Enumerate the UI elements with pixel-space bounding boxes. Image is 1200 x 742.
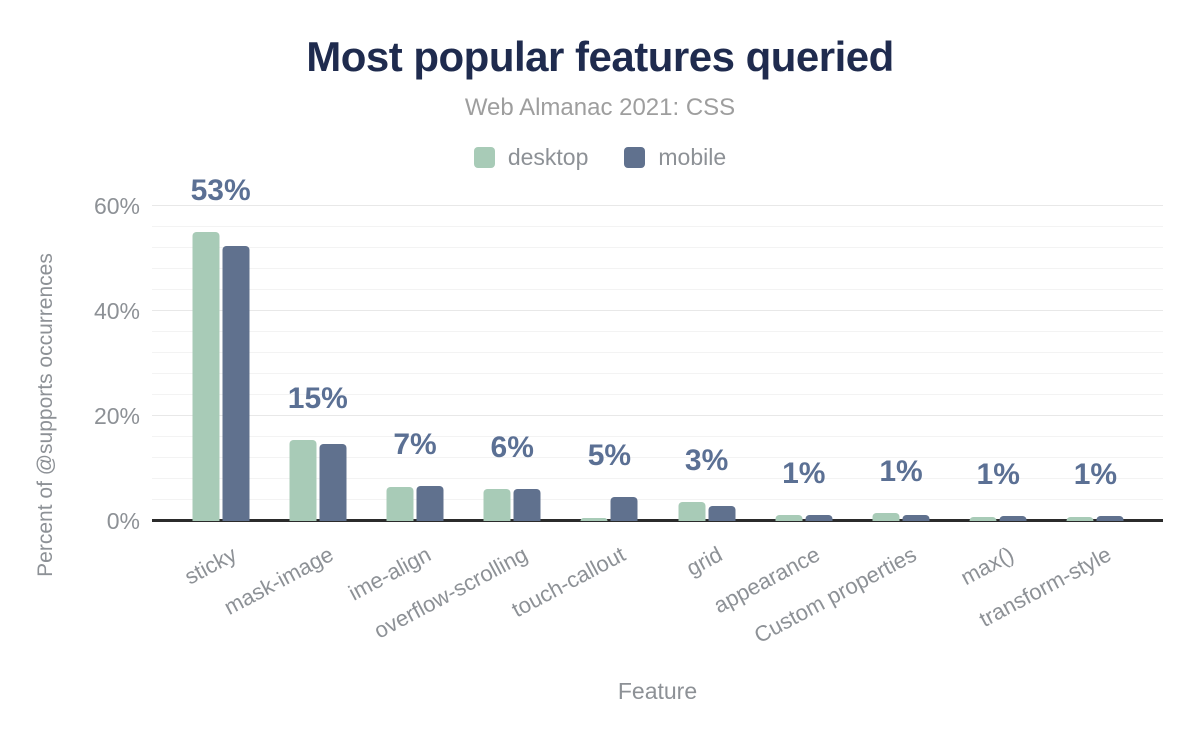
bar-mobile xyxy=(513,489,541,521)
chart-subtitle: Web Almanac 2021: CSS xyxy=(464,94,736,121)
x-tick-label: mask-image xyxy=(219,541,338,620)
bar-mobile xyxy=(902,515,930,521)
bar-mobile xyxy=(319,443,347,521)
bar-value-label: 53% xyxy=(190,174,251,208)
gridline-minor xyxy=(152,373,1163,375)
gridline-major xyxy=(152,310,1163,312)
x-axis-title: Feature xyxy=(617,678,698,704)
bar-value-label: 1% xyxy=(879,455,923,489)
legend-item-mobile: mobile xyxy=(624,144,726,171)
bar-group xyxy=(678,501,736,521)
bar-group xyxy=(483,489,541,521)
gridline-minor xyxy=(152,394,1163,396)
bar-value-label: 5% xyxy=(587,439,632,473)
y-tick-label: 20% xyxy=(93,403,140,430)
bar-desktop xyxy=(1066,516,1094,521)
gridline-major xyxy=(152,415,1163,417)
gridline-minor xyxy=(152,331,1163,333)
bar-group xyxy=(289,439,347,521)
bar-group xyxy=(872,513,930,521)
legend: desktop mobile xyxy=(0,144,1200,171)
bar-group xyxy=(580,497,638,521)
bar-group xyxy=(775,514,833,521)
bar-group xyxy=(1066,516,1124,521)
bar-desktop xyxy=(580,517,608,521)
x-tick-label: Custom properties xyxy=(750,541,921,648)
bar-mobile xyxy=(222,245,250,521)
bar-value-label: 6% xyxy=(490,431,534,464)
bar-desktop xyxy=(969,516,997,521)
x-tick-label: grid xyxy=(682,541,727,581)
mobile-swatch-icon xyxy=(624,147,646,168)
bar-desktop xyxy=(386,486,414,521)
bar-group xyxy=(192,232,250,521)
gridline-minor xyxy=(152,436,1163,438)
bar-mobile xyxy=(999,516,1027,521)
gridline-minor xyxy=(152,478,1163,480)
bar-value-label: 1% xyxy=(976,458,1020,492)
gridline-minor xyxy=(152,289,1163,291)
bar-group xyxy=(969,516,1027,521)
legend-item-desktop: desktop xyxy=(473,144,589,171)
bar-mobile xyxy=(708,505,736,521)
bar-desktop xyxy=(775,514,803,521)
plot-area: 53% 15% 7% 6% 5% 3% 1% 1% 1% 1% xyxy=(152,174,1163,522)
bar-group xyxy=(386,486,444,521)
bar-desktop xyxy=(678,501,706,521)
desktop-swatch-icon xyxy=(473,147,495,168)
gridline-minor xyxy=(152,247,1163,249)
bar-value-label: 3% xyxy=(684,443,729,477)
bar-value-label: 1% xyxy=(1073,458,1118,492)
gridline-minor xyxy=(152,457,1163,459)
bar-desktop xyxy=(289,439,317,521)
bar-mobile xyxy=(805,515,833,521)
y-tick-label: 60% xyxy=(93,193,140,220)
bar-value-label: 15% xyxy=(287,381,348,415)
gridline-minor xyxy=(152,268,1163,270)
x-tick-label: sticky xyxy=(179,541,241,590)
y-tick-label: 0% xyxy=(106,508,140,534)
bar-mobile xyxy=(1096,516,1124,521)
gridline-minor xyxy=(152,499,1163,501)
y-tick-label: 40% xyxy=(93,298,140,325)
bar-desktop xyxy=(483,489,511,521)
gridline-minor xyxy=(152,226,1163,228)
gridline-major xyxy=(152,205,1163,207)
gridline-minor xyxy=(152,352,1163,354)
chart-title: Most popular features queried xyxy=(306,33,894,80)
legend-label-mobile: mobile xyxy=(658,144,727,170)
bar-value-label: 1% xyxy=(782,456,826,490)
bar-value-label: 7% xyxy=(393,428,437,462)
bar-mobile xyxy=(610,497,638,521)
x-axis-line xyxy=(152,519,1163,522)
legend-label-desktop: desktop xyxy=(507,144,589,170)
x-tick-label: max() xyxy=(956,541,1018,590)
bar-desktop xyxy=(192,232,220,521)
bar-mobile xyxy=(416,486,444,521)
bar-desktop xyxy=(872,513,900,521)
